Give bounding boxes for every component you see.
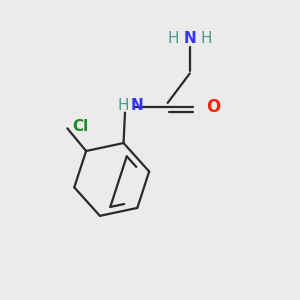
Text: N: N [183,31,196,46]
Text: H: H [200,31,212,46]
Text: H: H [168,31,179,46]
Text: N: N [130,98,143,113]
Text: O: O [206,98,220,116]
Text: Cl: Cl [72,119,88,134]
Text: H: H [118,98,129,113]
